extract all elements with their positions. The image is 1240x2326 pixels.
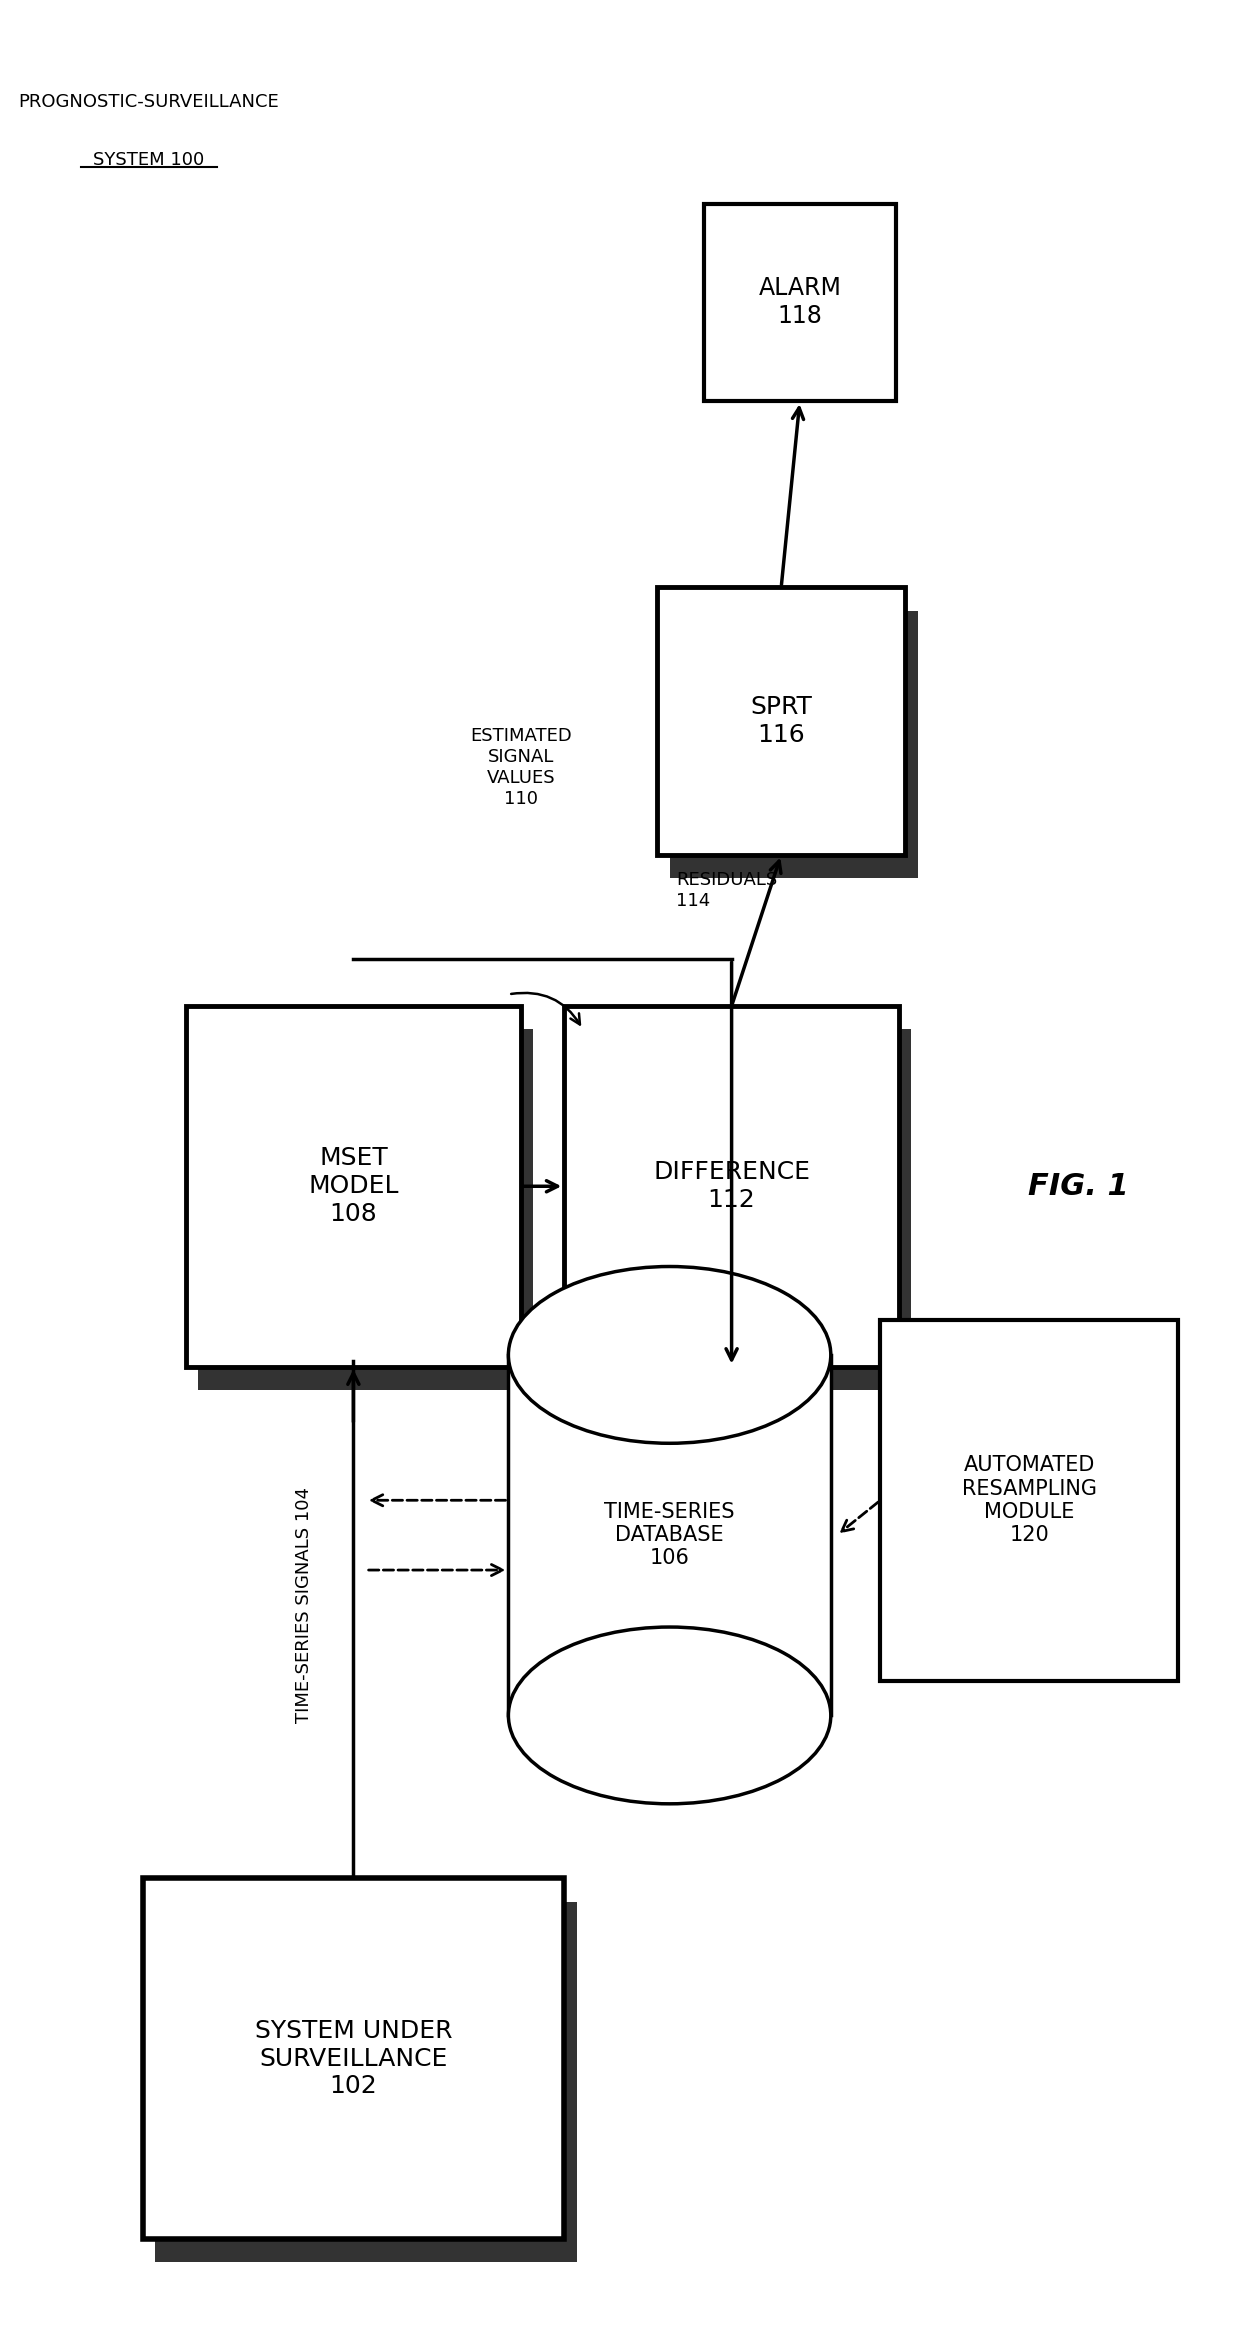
Bar [155,1903,577,2261]
Text: ESTIMATED
SIGNAL
VALUES
110: ESTIMATED SIGNAL VALUES 110 [470,728,572,807]
Bar [143,1879,564,2238]
Bar [198,1028,533,1391]
Text: SYSTEM 100: SYSTEM 100 [93,151,205,170]
Text: AUTOMATED
RESAMPLING
MODULE
120: AUTOMATED RESAMPLING MODULE 120 [962,1456,1096,1544]
Text: PROGNOSTIC-SURVEILLANCE: PROGNOSTIC-SURVEILLANCE [19,93,279,112]
Bar [704,205,895,400]
Ellipse shape [508,1265,831,1442]
Bar [657,588,905,856]
Text: MSET
MODEL
108: MSET MODEL 108 [309,1147,398,1226]
Bar [186,1005,521,1368]
Text: RESIDUALS
114: RESIDUALS 114 [676,872,777,909]
Text: SYSTEM UNDER
SURVEILLANCE
102: SYSTEM UNDER SURVEILLANCE 102 [254,2019,453,2098]
Ellipse shape [508,1626,831,1805]
Text: FIG. 1: FIG. 1 [1028,1172,1130,1200]
Text: TIME-SERIES SIGNALS 104: TIME-SERIES SIGNALS 104 [295,1486,312,1724]
Bar [564,1005,899,1368]
Bar [577,1028,911,1391]
Text: TIME-SERIES
DATABASE
106: TIME-SERIES DATABASE 106 [604,1503,735,1568]
Text: SPRT
116: SPRT 116 [750,695,812,747]
Bar [880,1321,1178,1679]
Bar [508,1354,831,1717]
Text: ALARM
118: ALARM 118 [759,277,841,328]
Text: DIFFERENCE
112: DIFFERENCE 112 [653,1161,810,1212]
Bar [670,609,918,879]
